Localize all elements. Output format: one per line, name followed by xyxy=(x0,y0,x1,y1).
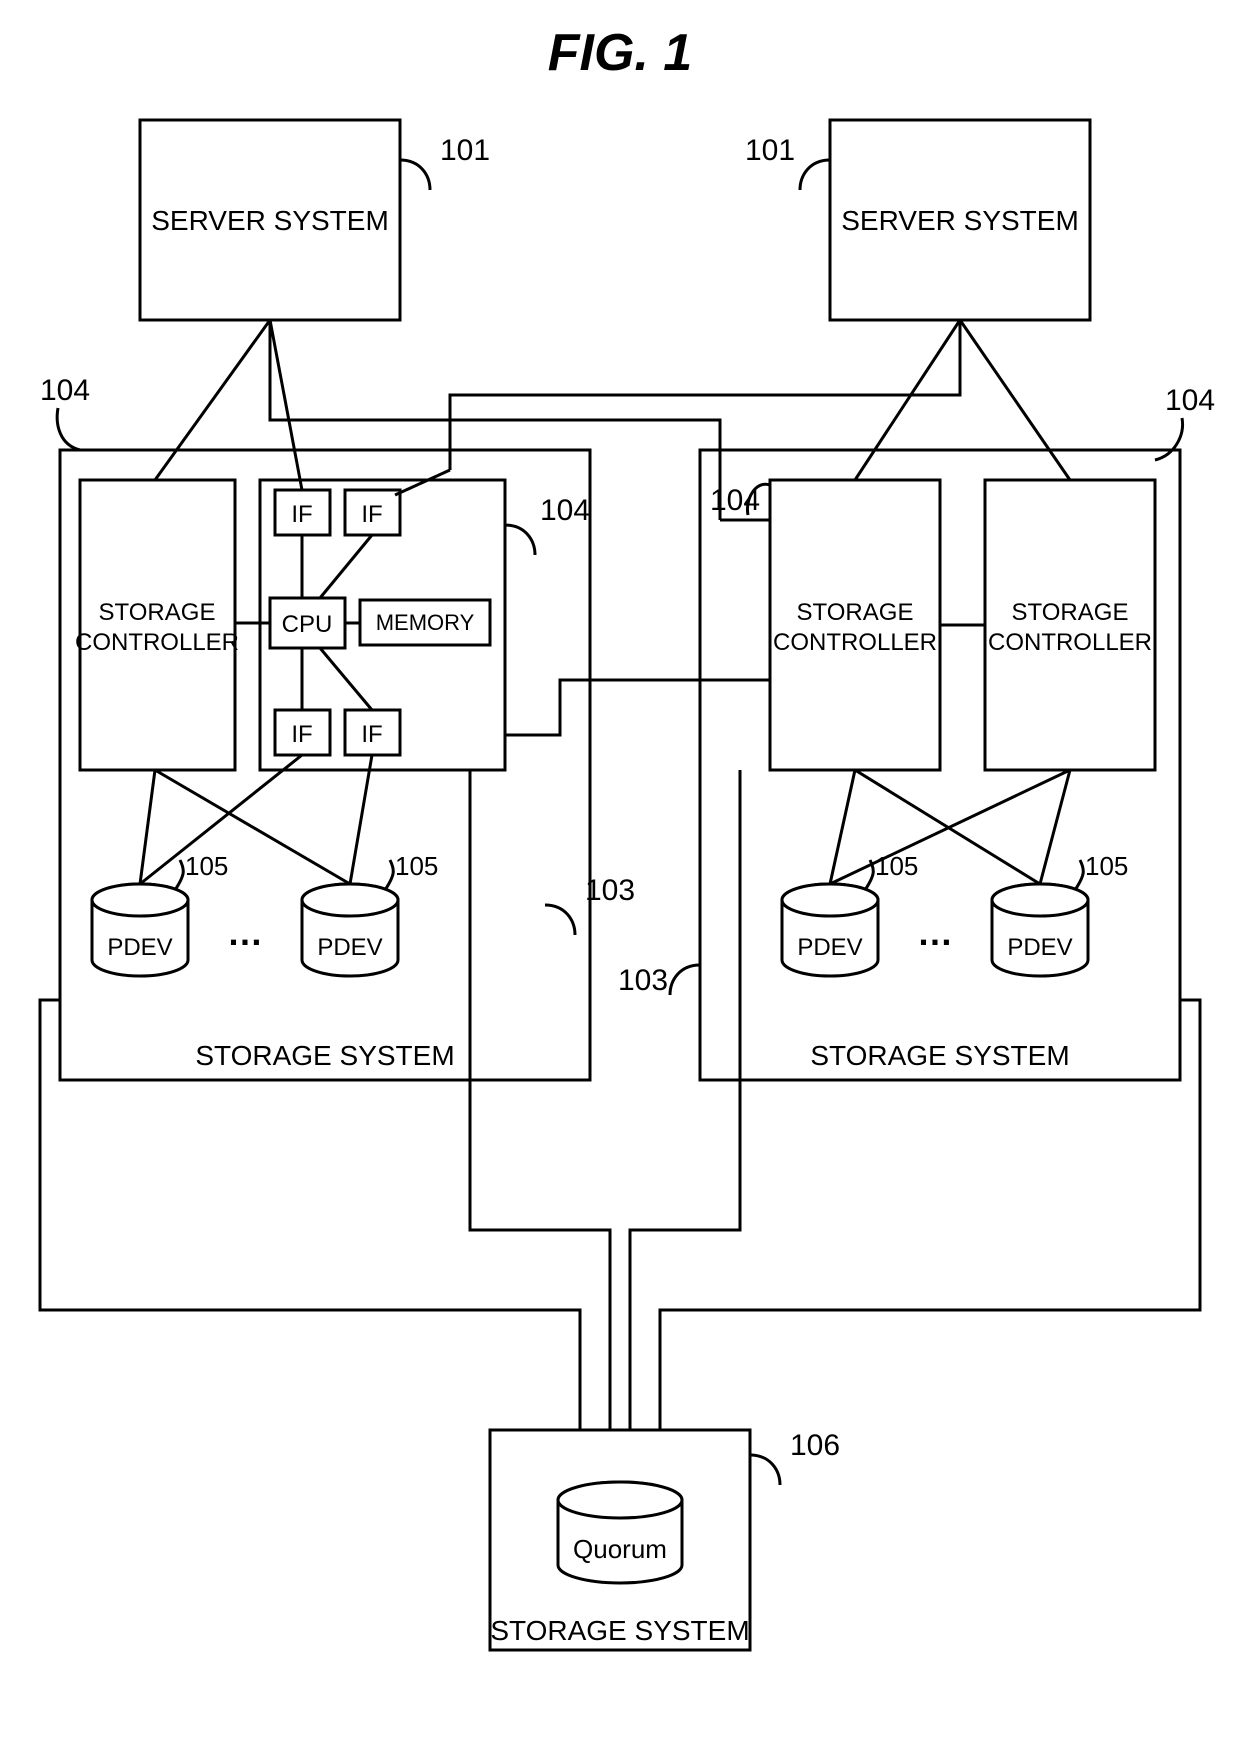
server-left: SERVER SYSTEM 101 xyxy=(140,120,490,320)
ss-right-ref: 103 xyxy=(618,964,668,997)
ref-leader xyxy=(57,408,80,450)
pdev-l1-ref: 105 xyxy=(185,851,228,881)
ref-leader xyxy=(750,1455,780,1485)
diagram-canvas: FIG. 1 SERVER SYSTEM 101 SERVER SYSTEM 1… xyxy=(0,0,1240,1746)
pdev-r2-ref: 105 xyxy=(1085,851,1128,881)
sc-left-ref: 104 xyxy=(40,374,90,407)
server-right-label: SERVER SYSTEM xyxy=(841,205,1079,236)
pdev-r2-label: PDEV xyxy=(1007,934,1072,961)
if-bl: IF xyxy=(291,721,312,748)
if-br: IF xyxy=(361,721,382,748)
sc-r1-l1: STORAGE xyxy=(797,599,914,626)
sc-r1-l2: CONTROLLER xyxy=(773,629,937,656)
conn xyxy=(450,320,960,470)
sc-r2-l2: CONTROLLER xyxy=(988,629,1152,656)
server-right-ref: 101 xyxy=(745,134,795,167)
pdev-r1-label: PDEV xyxy=(797,934,862,961)
pdev-r1-ref: 105 xyxy=(875,851,918,881)
pdev-l2-label: PDEV xyxy=(317,934,382,961)
ss-left-ref: 103 xyxy=(585,874,635,907)
server-left-ref: 101 xyxy=(440,134,490,167)
memory-label: MEMORY xyxy=(376,610,475,635)
dots-left: … xyxy=(227,912,263,953)
detail-ref: 104 xyxy=(540,494,590,527)
sc-left-l1: STORAGE xyxy=(99,599,216,626)
quorum-disk-label: Quorum xyxy=(573,1534,667,1564)
storage-controller-detail: IF IF CPU MEMORY IF IF xyxy=(235,480,505,770)
ref-leader xyxy=(670,965,700,995)
if-tl: IF xyxy=(291,501,312,528)
dots-right: … xyxy=(917,912,953,953)
pdev-l1-label: PDEV xyxy=(107,934,172,961)
quorum-ref: 106 xyxy=(790,1429,840,1462)
quorum-ss-label: STORAGE SYSTEM xyxy=(490,1615,749,1646)
cpu-label: CPU xyxy=(282,611,333,638)
pdev-l2-ref: 105 xyxy=(395,851,438,881)
server-right: SERVER SYSTEM 101 xyxy=(745,120,1090,320)
ref-leader xyxy=(800,160,830,190)
storage-system-quorum: STORAGE SYSTEM Quorum 106 xyxy=(490,1429,840,1650)
storage-controller-r1: STORAGE CONTROLLER xyxy=(770,480,940,770)
sc-r2-ref: 104 xyxy=(1165,384,1215,417)
storage-controller-left: STORAGE CONTROLLER xyxy=(75,480,239,770)
sc-left-l2: CONTROLLER xyxy=(75,629,239,656)
ss-right-label: STORAGE SYSTEM xyxy=(810,1040,1069,1071)
ref-leader xyxy=(400,160,430,190)
figure-title: FIG. 1 xyxy=(548,24,692,82)
sc-r2-l1: STORAGE xyxy=(1012,599,1129,626)
ss-left-label: STORAGE SYSTEM xyxy=(195,1040,454,1071)
if-tr: IF xyxy=(361,501,382,528)
storage-controller-r2: STORAGE CONTROLLER xyxy=(985,480,1155,770)
server-left-label: SERVER SYSTEM xyxy=(151,205,389,236)
sc-r1-ref: 104 xyxy=(710,484,760,517)
